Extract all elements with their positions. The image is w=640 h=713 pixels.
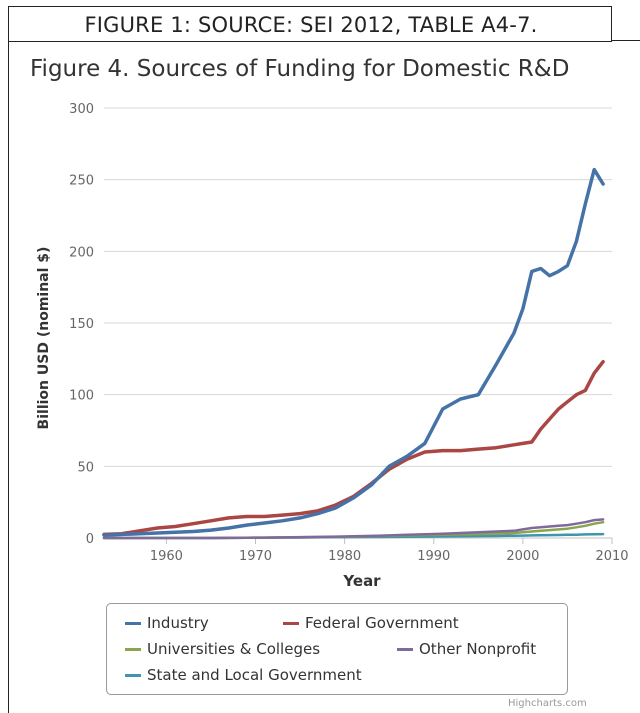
legend-item[interactable]: Universities & Colleges <box>125 640 320 658</box>
legend-item[interactable]: State and Local Government <box>125 666 362 684</box>
x-tick-label: 1990 <box>417 549 450 564</box>
figure-caption-box: FIGURE 1: SOURCE: SEI 2012, TABLE A4-7. <box>8 6 612 42</box>
x-tick-label: 1960 <box>150 549 183 564</box>
highcharts-credit: Highcharts.com <box>508 698 587 709</box>
legend-swatch <box>397 647 413 651</box>
legend-item[interactable]: Other Nonprofit <box>397 640 536 658</box>
chart-legend: Industry Federal Government Universities &… <box>106 603 568 695</box>
series-line-other-nonprofit <box>102 518 605 540</box>
y-tick-label: 200 <box>69 245 94 260</box>
x-tick-label: 1970 <box>239 549 272 564</box>
series-line-federal-government <box>102 359 605 537</box>
legend-swatch <box>125 647 141 651</box>
y-tick-label: 0 <box>86 532 94 547</box>
y-tick-label: 50 <box>77 460 94 475</box>
x-axis-label: Year <box>342 572 381 590</box>
legend-swatch <box>125 621 141 625</box>
x-tick-labels: 1960 1970 1980 1990 2000 2010 <box>150 538 629 564</box>
y-axis-label: Billion USD (nominal $) <box>36 247 52 430</box>
grid-lines <box>104 107 612 539</box>
chart-title: Figure 4. Sources of Funding for Domesti… <box>30 56 570 82</box>
figure-caption: FIGURE 1: SOURCE: SEI 2012, TABLE A4-7. <box>84 13 538 37</box>
y-tick-label: 300 <box>69 102 94 117</box>
legend-swatch <box>283 621 299 625</box>
y-tick-labels: 0 50 100 150 200 250 300 <box>69 102 94 547</box>
series-lines <box>102 167 605 540</box>
legend-label: Industry <box>147 614 209 632</box>
legend-label: State and Local Government <box>147 666 362 684</box>
x-tick-label: 1980 <box>328 549 361 564</box>
legend-swatch <box>125 673 141 677</box>
x-tick-label: 2000 <box>506 549 539 564</box>
legend-item[interactable]: Industry <box>125 614 209 632</box>
x-tick-label: 2010 <box>595 549 628 564</box>
legend-label: Universities & Colleges <box>147 640 321 658</box>
legend-label: Federal Government <box>305 614 459 632</box>
series-line-industry <box>102 167 605 537</box>
y-tick-label: 100 <box>69 389 94 404</box>
y-tick-label: 250 <box>69 174 94 189</box>
legend-label: Other Nonprofit <box>419 640 537 658</box>
legend-item[interactable]: Federal Government <box>283 614 459 632</box>
y-tick-label: 150 <box>69 317 94 332</box>
